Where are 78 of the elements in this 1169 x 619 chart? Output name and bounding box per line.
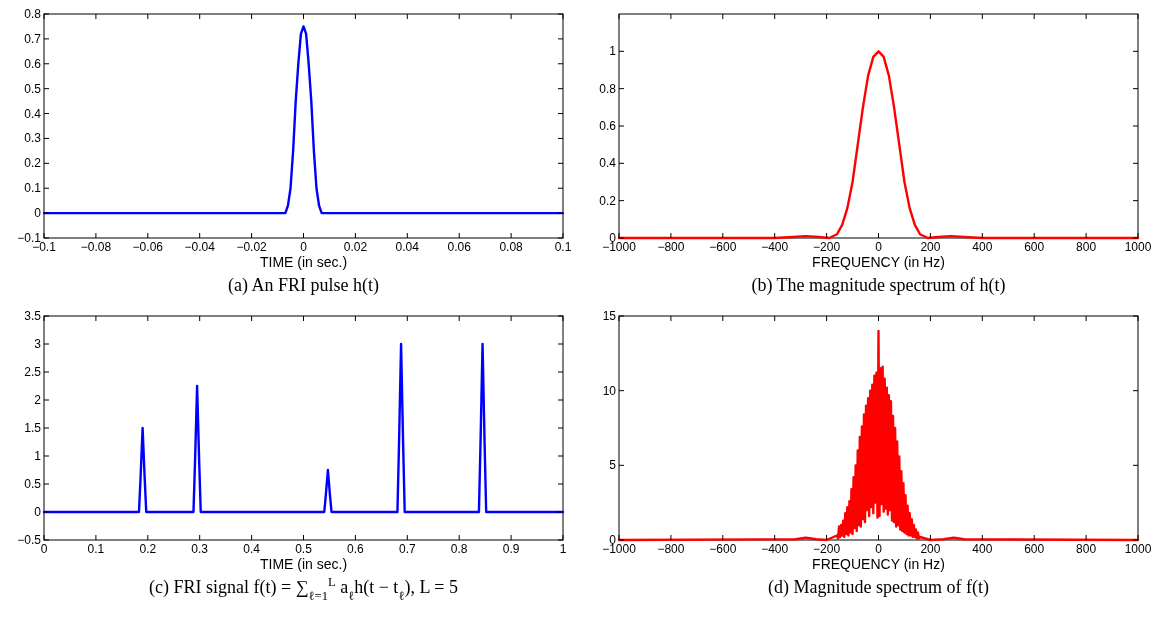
- x-axis-title: TIME (in sec.): [259, 254, 348, 270]
- y-tick-label: 0.7: [24, 31, 42, 46]
- x-tick-label: 0: [875, 542, 883, 556]
- y-tick-label: 0.2: [24, 156, 42, 171]
- x-tick-label: 0.6: [347, 542, 365, 556]
- x-tick-label: 200: [920, 542, 941, 556]
- x-tick-label: 0.1: [87, 542, 105, 556]
- y-tick-label: 0.6: [24, 56, 42, 71]
- x-axis-title: TIME (in sec.): [259, 556, 348, 572]
- x-tick-label: 600: [1024, 542, 1045, 556]
- x-tick-label: 0.04: [395, 240, 420, 254]
- x-tick-label: −200: [813, 240, 841, 254]
- y-tick-label: 1: [34, 449, 42, 463]
- y-tick-label: 0.5: [24, 477, 42, 491]
- y-tick-label: 0.3: [24, 131, 42, 146]
- text: (a) An FRI pulse h(t): [228, 275, 379, 296]
- x-axis-title: FREQUENCY (in Hz): [812, 254, 945, 270]
- x-tick-label: −600: [709, 542, 737, 556]
- x-tick-label: 1: [559, 542, 567, 556]
- y-tick-label: 1.5: [24, 421, 42, 435]
- x-tick-label: 0.1: [554, 240, 572, 254]
- y-tick-label: 0.4: [599, 156, 617, 171]
- x-tick-label: −800: [657, 542, 685, 556]
- line-series: [617, 50, 1140, 240]
- x-tick-label: 600: [1024, 240, 1045, 254]
- text: (d) Magnitude spectrum of f(t): [768, 577, 989, 598]
- x-tick-label: 200: [920, 240, 941, 254]
- y-tick-label: 15: [602, 309, 617, 323]
- y-tick-label: 2.5: [24, 365, 42, 379]
- y-tick-label: 0.8: [24, 7, 42, 21]
- y-tick-label: −0.5: [17, 533, 42, 547]
- x-tick-label: 0.8: [450, 542, 468, 556]
- line-series: [42, 25, 565, 215]
- x-tick-label: −200: [813, 542, 841, 556]
- x-tick-label: 800: [1076, 542, 1097, 556]
- x-tick-label: −400: [761, 542, 789, 556]
- y-tick-label: 10: [602, 383, 617, 398]
- line-series: [617, 329, 1140, 542]
- x-tick-label: 1000: [1124, 240, 1152, 254]
- x-tick-label: 0: [875, 240, 883, 254]
- y-tick-label: 0.4: [24, 106, 42, 121]
- x-tick-label: 400: [972, 240, 993, 254]
- line-series: [42, 342, 565, 514]
- x-tick-label: 0.7: [398, 542, 416, 556]
- x-axis-title: FREQUENCY (in Hz): [812, 556, 945, 572]
- x-tick-label: 1000: [1124, 542, 1152, 556]
- text: (c) FRI signal f(t) = ∑$_{ℓ=1}$$^{L}$ a$_{ℓ}$h(t − t$_{ℓ}$), L = 5: [149, 575, 458, 603]
- y-tick-label: 0.5: [24, 81, 42, 96]
- y-tick-label: 0.1: [24, 181, 42, 196]
- x-tick-label: 0.2: [139, 542, 157, 556]
- y-tick-label: 0.8: [599, 81, 617, 96]
- y-tick-label: 5: [609, 458, 617, 473]
- x-tick-label: 0.9: [502, 542, 520, 556]
- y-tick-label: 1: [609, 44, 617, 59]
- text: (b) The magnitude spectrum of h(t): [751, 275, 1006, 296]
- x-tick-label: 0.02: [343, 240, 368, 254]
- x-tick-label: 800: [1076, 240, 1097, 254]
- y-tick-label: 0: [34, 505, 42, 519]
- x-tick-label: 0.3: [191, 542, 209, 556]
- x-tick-label: −0.04: [184, 240, 216, 254]
- x-tick-label: −0.08: [80, 240, 112, 254]
- x-tick-label: −0.02: [236, 240, 268, 254]
- y-tick-label: 2: [34, 393, 42, 407]
- x-tick-label: −400: [761, 240, 789, 254]
- x-tick-label: −600: [709, 240, 737, 254]
- y-tick-label: 3: [34, 337, 42, 351]
- x-tick-label: 0.06: [447, 240, 472, 254]
- x-tick-label: −0.06: [132, 240, 164, 254]
- y-tick-label: 0.6: [599, 119, 617, 133]
- x-tick-label: 0.08: [499, 240, 524, 254]
- y-tick-label: 0.2: [599, 193, 617, 208]
- x-tick-label: 400: [972, 542, 993, 556]
- x-tick-label: 0: [300, 240, 308, 254]
- y-tick-label: 3.5: [24, 309, 42, 323]
- x-tick-label: 0.5: [295, 542, 313, 556]
- x-tick-label: 0.4: [243, 542, 261, 556]
- y-tick-label: 0: [34, 206, 42, 221]
- x-tick-label: −800: [657, 240, 685, 254]
